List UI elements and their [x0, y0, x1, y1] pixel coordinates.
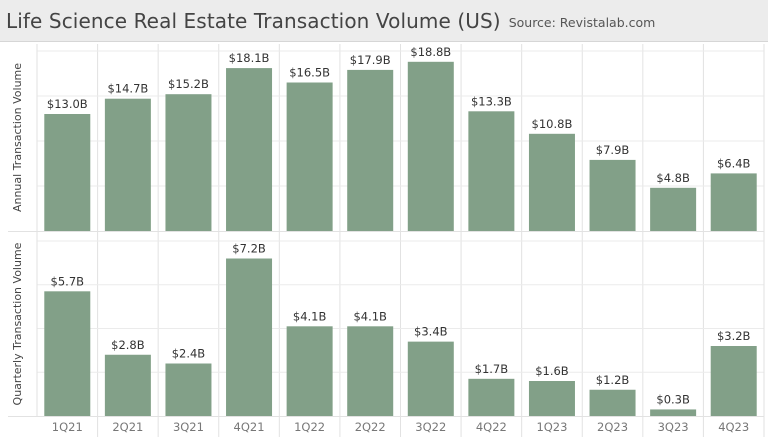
x-tick-label: 1Q23: [536, 420, 567, 434]
bar: [286, 326, 333, 416]
data-label: $18.1B: [229, 51, 270, 65]
bar: [104, 98, 151, 231]
chart-source: Source: Revistalab.com: [508, 15, 656, 30]
data-label: $7.9B: [596, 143, 630, 157]
x-tick-label: 1Q22: [294, 420, 325, 434]
data-label: $17.9B: [350, 53, 391, 67]
bar: [407, 61, 454, 231]
bar: [650, 409, 697, 416]
x-tick-label: 3Q22: [415, 420, 446, 434]
bar: [165, 94, 212, 231]
bar: [710, 173, 757, 231]
bar: [286, 82, 333, 231]
data-label: $4.1B: [293, 309, 327, 323]
data-label: $1.6B: [535, 364, 569, 378]
bar: [44, 291, 91, 416]
x-tick-label: 2Q21: [112, 420, 143, 434]
panel-axis-title: Quarterly Transaction Volume: [11, 242, 24, 405]
x-tick-label: 3Q21: [173, 420, 204, 434]
bar: [226, 68, 273, 231]
bar: [710, 346, 757, 416]
bar: [650, 187, 697, 231]
data-label: $3.4B: [414, 325, 448, 339]
data-label: $16.5B: [289, 66, 330, 80]
data-label: $2.4B: [172, 347, 206, 361]
data-label: $10.8B: [532, 117, 573, 131]
x-tick-label: 4Q21: [234, 420, 265, 434]
data-label: $5.7B: [51, 274, 85, 288]
panel-axis-title: Annual Transaction Volume: [11, 63, 24, 212]
data-label: $15.2B: [168, 77, 209, 91]
data-label: $1.2B: [596, 373, 630, 387]
data-label: $6.4B: [717, 156, 751, 170]
bar: [468, 111, 515, 231]
x-tick-label: 2Q22: [355, 420, 386, 434]
bar: [226, 258, 273, 416]
x-tick-label: 2Q23: [597, 420, 628, 434]
x-tick-label: 4Q23: [718, 420, 749, 434]
x-tick-label: 1Q21: [52, 420, 83, 434]
bar: [407, 341, 454, 416]
data-label: $4.8B: [656, 171, 690, 185]
data-label: $1.7B: [475, 362, 509, 376]
bar: [44, 114, 91, 231]
data-label: $14.7B: [107, 82, 148, 96]
bar: [528, 381, 575, 416]
chart-title: Life Science Real Estate Transaction Vol…: [6, 8, 501, 33]
bar: [347, 326, 394, 416]
bar: [589, 159, 636, 231]
x-tick-label: 4Q22: [476, 420, 507, 434]
data-label: $0.3B: [656, 392, 690, 406]
data-label: $2.8B: [111, 338, 145, 352]
data-label: $18.8B: [410, 45, 451, 59]
bar: [104, 354, 151, 416]
bar: [589, 389, 636, 416]
bar: [528, 133, 575, 231]
bar: [468, 378, 515, 416]
data-label: $3.2B: [717, 329, 751, 343]
bar: [347, 69, 394, 232]
data-label: $4.1B: [353, 309, 387, 323]
x-tick-label: 3Q23: [658, 420, 689, 434]
chart-header: Life Science Real Estate Transaction Vol…: [0, 0, 768, 42]
data-label: $7.2B: [232, 242, 266, 256]
data-label: $13.0B: [47, 97, 88, 111]
data-label: $13.3B: [471, 94, 512, 108]
bar: [165, 363, 212, 416]
